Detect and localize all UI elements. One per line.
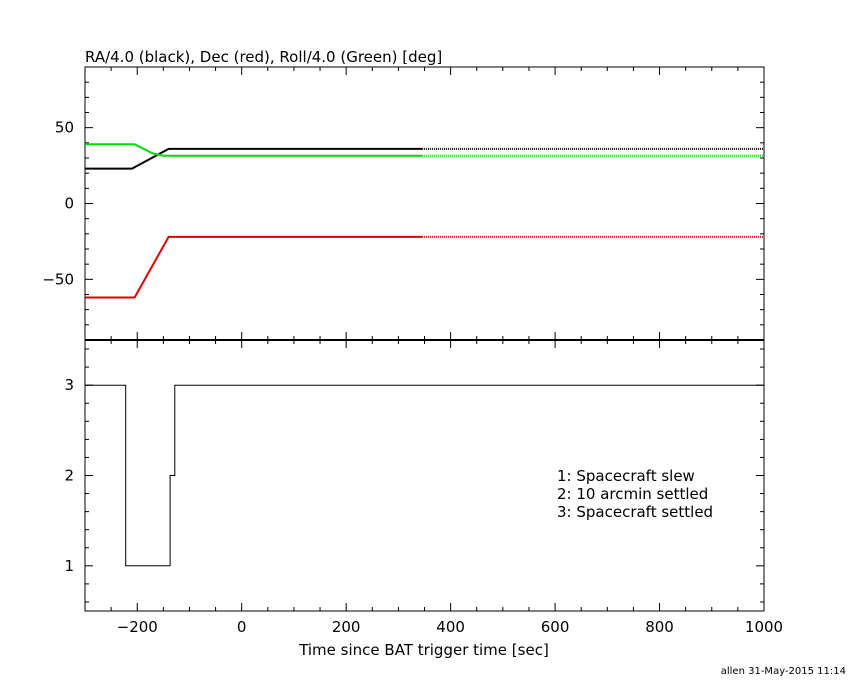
y-tick-label: 0	[64, 195, 74, 213]
y-tick-label: 3	[64, 376, 74, 394]
x-tick-label: 800	[645, 618, 674, 636]
attitude-panel: RA/4.0 (black), Dec (red), Roll/4.0 (Gre…	[42, 48, 765, 341]
legend-item-slew: 1: Spacecraft slew	[557, 467, 695, 485]
settle-state-line	[85, 384, 764, 567]
bottom-tick-marks: −200 0 200 400 600 800 1000 1 2 3	[64, 340, 783, 636]
y-tick-label: 2	[64, 467, 74, 485]
y-tick-label: 1	[64, 557, 74, 575]
legend-item-settled: 3: Spacecraft settled	[557, 503, 713, 521]
settle-panel: −200 0 200 400 600 800 1000 1 2 3 1: Spacecraft s…	[64, 339, 783, 659]
x-tick-label: 1000	[745, 618, 783, 636]
roll-line	[85, 143, 422, 157]
bottom-series-group	[85, 384, 764, 567]
top-series-group	[85, 143, 764, 299]
x-tick-label: 0	[237, 618, 247, 636]
top-plot-frame	[84, 66, 765, 341]
top-tick-marks: 50 0 −50	[42, 67, 765, 340]
x-tick-label: 400	[436, 618, 465, 636]
footer-stamp: allen 31-May-2015 11:14	[721, 666, 846, 677]
ra-line	[85, 147, 422, 170]
x-tick-label: 600	[541, 618, 570, 636]
x-axis-label: Time since BAT trigger time [sec]	[298, 641, 549, 659]
x-tick-label: −200	[117, 618, 158, 636]
dec-line	[85, 235, 422, 299]
top-panel-title: RA/4.0 (black), Dec (red), Roll/4.0 (Gre…	[85, 48, 442, 66]
y-tick-label: 50	[55, 119, 74, 137]
x-tick-label: 200	[332, 618, 361, 636]
legend-item-10-arcmin: 2: 10 arcmin settled	[557, 485, 708, 503]
y-tick-label: −50	[42, 270, 74, 288]
